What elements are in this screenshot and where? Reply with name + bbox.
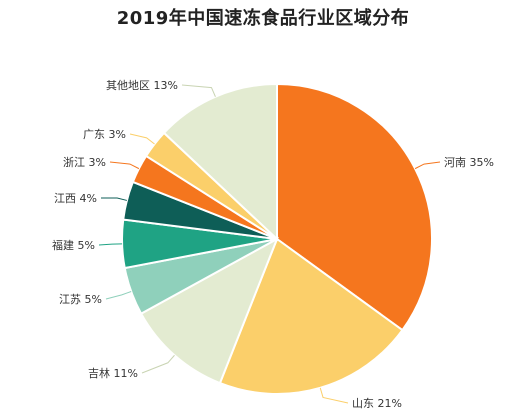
- leader-line-广东: [129, 133, 155, 145]
- leader-line-福建: [98, 243, 123, 246]
- leader-line-河南: [414, 161, 441, 170]
- pie-slice-其他地区: [162, 82, 278, 242]
- slice-label-其他地区: 其他地区 13%: [106, 79, 178, 92]
- pie-slice-河南: [276, 82, 433, 332]
- leader-line-山东: [319, 387, 349, 404]
- chart-title: 2019年中国速冻食品行业区域分布: [116, 8, 410, 29]
- slice-label-山东: 山东 21%: [352, 397, 402, 410]
- leader-line-江西: [100, 197, 127, 201]
- slice-label-江西: 江西 4%: [54, 192, 97, 205]
- slice-label-浙江: 浙江 3%: [63, 156, 106, 169]
- slice-label-广东: 广东 3%: [83, 128, 126, 141]
- slice-label-河南: 河南 35%: [444, 156, 494, 169]
- slice-label-福建: 福建 5%: [52, 238, 95, 252]
- pie-slice-吉林: [139, 236, 279, 385]
- leader-line-其他地区: [181, 84, 216, 97]
- leader-line-吉林: [141, 354, 175, 374]
- slice-label-吉林: 吉林 11%: [88, 366, 138, 380]
- slice-label-江苏: 江苏 5%: [59, 293, 102, 306]
- leader-line-浙江: [109, 161, 140, 170]
- leader-line-江苏: [105, 291, 132, 300]
